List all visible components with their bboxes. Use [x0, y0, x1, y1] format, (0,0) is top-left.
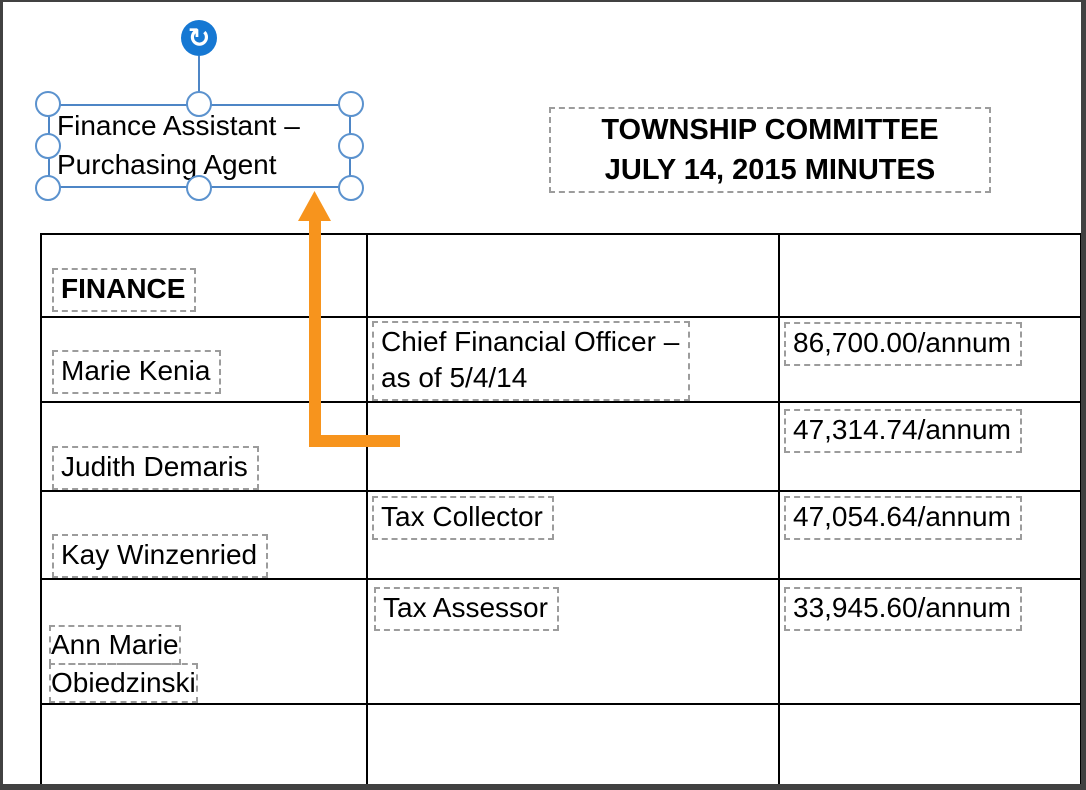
cell-empty[interactable] — [366, 233, 780, 318]
name-field-line1[interactable]: Ann Marie — [49, 625, 181, 665]
document-title-line1: TOWNSHIP COMMITTEE — [601, 114, 939, 146]
frame-border-bottom — [0, 784, 1086, 790]
title-field[interactable]: Chief Financial Officer – as of 5/4/14 — [372, 321, 691, 400]
document-title-field[interactable]: TOWNSHIP COMMITTEE JULY 14, 2015 MINUTES — [549, 107, 991, 193]
frame-border-left — [0, 0, 3, 790]
title-field[interactable]: Tax Assessor — [374, 587, 559, 631]
cell-salary[interactable]: 47,054.64/annum — [778, 490, 1082, 580]
cell-empty[interactable] — [778, 703, 1082, 788]
salary-field[interactable]: 33,945.60/annum — [784, 587, 1022, 631]
resize-handle-top-center[interactable] — [186, 91, 212, 117]
resize-handle-top-right[interactable] — [338, 91, 364, 117]
table-row: FINANCE — [40, 233, 1082, 318]
document-title-line2: JULY 14, 2015 MINUTES — [604, 154, 936, 186]
cell-salary[interactable]: 47,314.74/annum — [778, 401, 1082, 492]
name-field-line2[interactable]: Obiedzinski — [49, 663, 198, 702]
cell-title[interactable]: Tax Collector — [366, 490, 780, 580]
salary-field[interactable]: 86,700.00/annum — [784, 322, 1022, 366]
cell-title[interactable]: Chief Financial Officer – as of 5/4/14 — [366, 316, 780, 403]
resize-handle-mid-right[interactable] — [338, 133, 364, 159]
textbox-line2: Purchasing Agent — [57, 149, 277, 180]
rotate-arrow-icon: ↻ — [187, 22, 211, 53]
name-field[interactable]: Marie Kenia — [52, 350, 222, 394]
resize-handle-mid-left[interactable] — [35, 133, 61, 159]
cell-name[interactable]: Kay Winzenried — [40, 490, 368, 580]
finance-table: FINANCE Marie Kenia Chief Financial Offi… — [40, 233, 1082, 788]
resize-handle-bottom-center[interactable] — [186, 175, 212, 201]
cell-empty[interactable] — [778, 233, 1082, 318]
title-line: as of 5/4/14 — [381, 362, 528, 393]
cell-salary[interactable]: 33,945.60/annum — [778, 578, 1082, 705]
salary-field[interactable]: 47,314.74/annum — [784, 409, 1022, 453]
frame-border-top — [0, 0, 1086, 2]
cell-empty[interactable] — [40, 703, 368, 788]
resize-handle-top-left[interactable] — [35, 91, 61, 117]
finance-section-field[interactable]: FINANCE — [52, 268, 197, 312]
resize-handle-bottom-left[interactable] — [35, 175, 61, 201]
resize-handle-bottom-right[interactable] — [338, 175, 364, 201]
rotate-handle[interactable]: ↻ — [181, 20, 217, 56]
cell-title[interactable]: Tax Assessor — [366, 578, 780, 705]
frame-border-right — [1081, 0, 1086, 790]
name-field[interactable]: Judith Demaris — [52, 446, 259, 489]
table-row: Judith Demaris 47,314.74/annum — [40, 401, 1082, 492]
title-line: Chief Financial Officer – — [381, 326, 680, 357]
cell-empty[interactable] — [366, 703, 780, 788]
rotate-handle-stem — [198, 56, 200, 104]
cell-name[interactable]: Ann Marie Obiedzinski — [40, 578, 368, 705]
cell-name[interactable]: Marie Kenia — [40, 316, 368, 403]
table-row: Kay Winzenried Tax Collector 47,054.64/a… — [40, 490, 1082, 580]
name-field[interactable]: Kay Winzenried — [52, 534, 269, 577]
salary-field[interactable]: 47,054.64/annum — [784, 496, 1022, 540]
textbox-line1: Finance Assistant – — [57, 110, 300, 141]
table-row: Marie Kenia Chief Financial Officer – as… — [40, 316, 1082, 403]
table-row — [40, 703, 1082, 788]
cell-name[interactable]: Judith Demaris — [40, 401, 368, 492]
title-field[interactable]: Tax Collector — [372, 496, 554, 540]
cell-salary[interactable]: 86,700.00/annum — [778, 316, 1082, 403]
table-row: Ann Marie Obiedzinski Tax Assessor 33,94… — [40, 578, 1082, 705]
cell-section-header[interactable]: FINANCE — [40, 233, 368, 318]
cell-title[interactable] — [366, 401, 780, 492]
